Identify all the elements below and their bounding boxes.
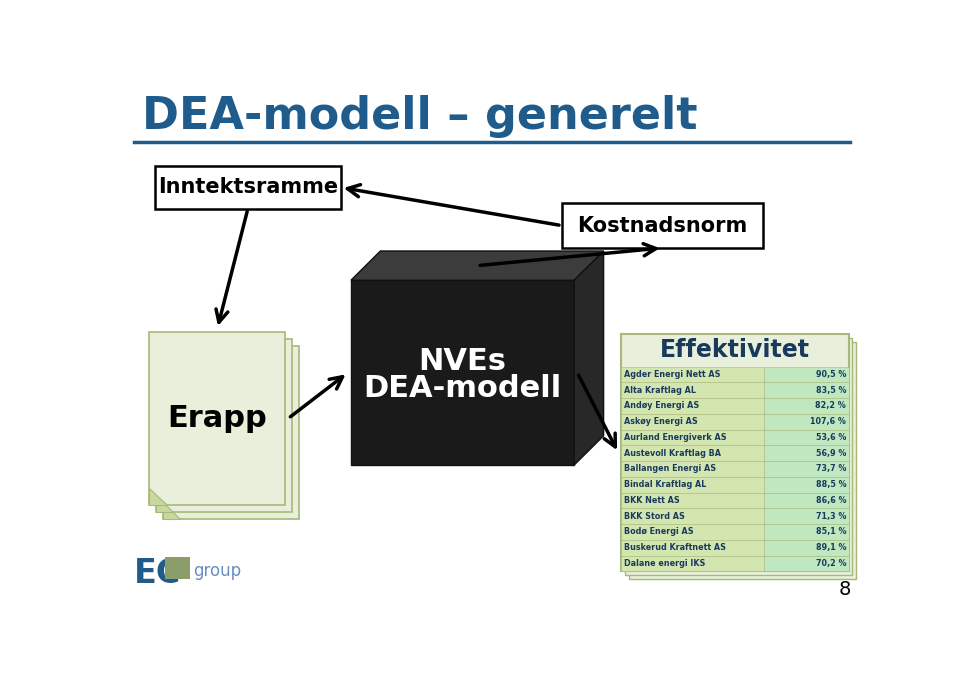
Bar — [764, 367, 849, 382]
Bar — [621, 398, 764, 413]
Bar — [764, 477, 849, 492]
Text: Kostnadsnorm: Kostnadsnorm — [577, 216, 748, 235]
Polygon shape — [621, 554, 638, 571]
Text: 86,6 %: 86,6 % — [816, 496, 846, 505]
Text: 53,6 %: 53,6 % — [816, 433, 846, 442]
Bar — [621, 367, 764, 382]
Text: Buskerud Kraftnett AS: Buskerud Kraftnett AS — [624, 543, 726, 552]
Text: 82,2 %: 82,2 % — [815, 401, 846, 411]
Bar — [163, 345, 299, 519]
Text: BKK Nett AS: BKK Nett AS — [624, 496, 680, 505]
Bar — [165, 558, 190, 579]
Bar — [351, 280, 574, 465]
Bar — [621, 477, 764, 492]
Bar — [621, 540, 764, 556]
Text: DEA-modell – generelt: DEA-modell – generelt — [142, 95, 697, 139]
Polygon shape — [351, 251, 604, 280]
Bar — [621, 461, 764, 477]
Bar — [621, 413, 764, 430]
Bar — [764, 398, 849, 413]
Bar — [621, 524, 764, 540]
Text: group: group — [193, 562, 241, 580]
Bar — [764, 492, 849, 508]
Text: 88,5 %: 88,5 % — [816, 480, 846, 489]
Text: 8: 8 — [838, 580, 851, 599]
Bar — [764, 524, 849, 540]
Text: Aurland Energiverk AS: Aurland Energiverk AS — [624, 433, 727, 442]
Text: 83,5 %: 83,5 % — [816, 386, 846, 394]
Text: Ballangen Energi AS: Ballangen Energi AS — [624, 464, 716, 473]
Bar — [621, 492, 764, 508]
Bar — [764, 508, 849, 524]
Text: 89,1 %: 89,1 % — [816, 543, 846, 552]
Text: EC: EC — [134, 558, 181, 590]
Text: 90,5 %: 90,5 % — [816, 370, 846, 379]
Text: 73,7 %: 73,7 % — [816, 464, 846, 473]
Text: Alta Kraftlag AL: Alta Kraftlag AL — [624, 386, 696, 394]
Text: 85,1 %: 85,1 % — [816, 528, 846, 537]
Bar — [629, 342, 856, 579]
Bar — [562, 203, 763, 248]
Bar — [156, 339, 292, 512]
Polygon shape — [574, 251, 604, 465]
Text: 56,9 %: 56,9 % — [816, 449, 846, 458]
Text: Agder Energi Nett AS: Agder Energi Nett AS — [624, 370, 720, 379]
Text: Dalane energi IKS: Dalane energi IKS — [624, 559, 706, 568]
Text: Inntektsramme: Inntektsramme — [157, 177, 338, 197]
Text: Erapp: Erapp — [167, 404, 267, 433]
Text: Bindal Kraftlag AL: Bindal Kraftlag AL — [624, 480, 707, 489]
Bar — [621, 382, 764, 398]
Bar — [764, 413, 849, 430]
Bar — [155, 167, 341, 209]
Bar — [621, 556, 764, 571]
Polygon shape — [163, 502, 180, 519]
Polygon shape — [156, 495, 174, 512]
Text: 107,6 %: 107,6 % — [810, 417, 846, 426]
Text: NVEs: NVEs — [419, 347, 507, 375]
Bar — [764, 382, 849, 398]
Text: BKK Stord AS: BKK Stord AS — [624, 511, 684, 521]
Polygon shape — [150, 488, 166, 505]
Text: Effektivitet: Effektivitet — [660, 337, 810, 362]
Bar — [625, 338, 852, 575]
Text: Askøy Energi AS: Askøy Energi AS — [624, 417, 698, 426]
Bar — [764, 430, 849, 445]
Bar — [621, 430, 764, 445]
Bar — [621, 334, 849, 571]
Bar — [764, 461, 849, 477]
Bar — [764, 556, 849, 571]
Text: DEA-modell: DEA-modell — [364, 373, 562, 403]
Bar — [764, 540, 849, 556]
Text: Bodø Energi AS: Bodø Energi AS — [624, 528, 693, 537]
Text: 71,3 %: 71,3 % — [816, 511, 846, 521]
Text: Andøy Energi AS: Andøy Energi AS — [624, 401, 699, 411]
Bar — [621, 508, 764, 524]
Text: Austevoll Kraftlag BA: Austevoll Kraftlag BA — [624, 449, 721, 458]
Text: 70,2 %: 70,2 % — [816, 559, 846, 568]
Bar — [150, 332, 285, 505]
Bar — [621, 445, 764, 461]
Bar — [764, 445, 849, 461]
